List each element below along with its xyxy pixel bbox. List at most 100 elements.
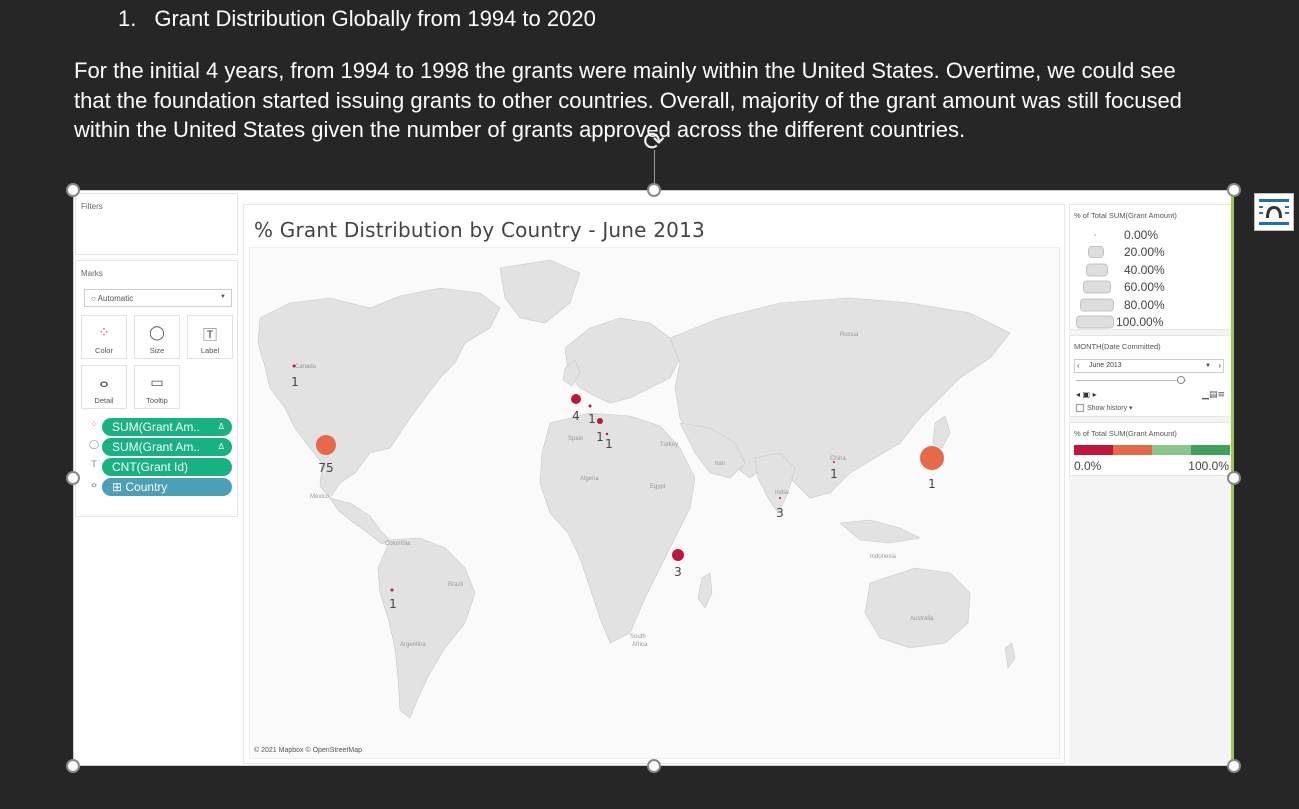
- north-america-landmass: [257, 287, 501, 499]
- chevron-down-icon[interactable]: ▼: [1205, 363, 1211, 369]
- size-legend-item[interactable]: 80.00%: [1074, 297, 1224, 313]
- pill-text: ⊞ Country: [112, 480, 168, 494]
- mark-type-dropdown[interactable]: ○ Automatic ▼: [84, 289, 232, 307]
- map-mark-kenya[interactable]: [672, 549, 684, 561]
- map-mark-united-states[interactable]: [316, 435, 336, 455]
- pill-text: SUM(Grant Am..: [112, 440, 201, 454]
- heading-text: Grant Distribution Globally from 1994 to…: [154, 6, 596, 31]
- map-mark-united-kingdom[interactable]: [571, 394, 581, 404]
- size-legend-value: 40.00%: [1124, 263, 1165, 277]
- filters-label: Filters: [81, 202, 103, 211]
- color-mark-button[interactable]: ⁘ Color: [81, 315, 127, 359]
- playback-controls[interactable]: ◂ ▣ ▸: [1076, 390, 1097, 399]
- map-label-turkey: Turkey: [660, 442, 678, 448]
- color-step: [1074, 445, 1113, 455]
- map-mark-canada[interactable]: [292, 364, 296, 368]
- chevron-down-icon: ▾: [1129, 405, 1133, 412]
- indonesia-landmass: [839, 519, 921, 544]
- resize-handle-bottom[interactable]: [647, 759, 661, 773]
- label-mark-button[interactable]: 🅃 Label: [187, 315, 233, 359]
- size-swatch: [1088, 246, 1104, 258]
- checkbox-icon[interactable]: [1076, 404, 1084, 413]
- label-pill-row: T CNT(Grant Id): [88, 458, 238, 476]
- chevron-down-icon: ▼: [220, 294, 226, 300]
- world-map-svg: Canada Russia Spain Turkey Iran China Mexico Al…: [257, 259, 1016, 719]
- map-mark-peru[interactable]: [390, 588, 394, 592]
- label-count-grant-pill[interactable]: CNT(Grant Id): [102, 458, 232, 476]
- map-label-russia: Russia: [840, 332, 859, 338]
- rotate-icon[interactable]: ⟳: [643, 127, 665, 157]
- size-legend-item[interactable]: 40.00%: [1074, 262, 1224, 278]
- filters-shelf[interactable]: Filters: [75, 193, 238, 255]
- pill-text: CNT(Grant Id): [112, 460, 189, 474]
- world-map[interactable]: Canada Russia Spain Turkey Iran China Mexico Al…: [249, 247, 1060, 759]
- month-dropdown[interactable]: ‹ June 2013 ▼ ›: [1074, 359, 1224, 373]
- size-sum-grant-pill[interactable]: SUM(Grant Am.. Δ: [102, 438, 232, 456]
- map-label-mexico: Mexico: [310, 494, 330, 500]
- map-count-label: 75: [318, 461, 333, 475]
- resize-handle-left[interactable]: [66, 471, 80, 485]
- detail-country-pill[interactable]: ⊞ Country: [102, 478, 232, 496]
- resize-handle-right[interactable]: [1227, 471, 1241, 485]
- map-label-colombia: Colombia: [385, 541, 411, 547]
- resize-handle-bottom-left[interactable]: [66, 759, 80, 773]
- japan-landmass: [932, 415, 951, 449]
- viz-title: % Grant Distribution by Country - June 2…: [254, 218, 705, 242]
- month-slider-thumb[interactable]: [1177, 376, 1185, 384]
- label-label: Label: [200, 346, 220, 355]
- color-legend-min: 0.0%: [1074, 459, 1102, 473]
- show-history-label: Show history: [1087, 405, 1128, 412]
- map-mark-netherlands[interactable]: [588, 404, 592, 408]
- mark-type-circle-icon: ○: [91, 294, 98, 303]
- map-count-label: 3: [776, 506, 784, 520]
- rotate-connector: [654, 150, 655, 190]
- size-mark-button[interactable]: ◯ Size: [134, 315, 180, 359]
- pill-text: SUM(Grant Am..: [112, 420, 201, 434]
- map-label-south_africa_2: Africa: [632, 642, 648, 648]
- detail-dots-icon: ⴰ: [99, 375, 109, 391]
- resize-handle-top-left[interactable]: [66, 183, 80, 197]
- size-legend-item[interactable]: 60.00%: [1074, 279, 1224, 295]
- size-legend-value: 80.00%: [1124, 298, 1165, 312]
- speed-controls-icon[interactable]: ▁▤≡: [1202, 390, 1225, 400]
- map-label-argentina: Argentina: [400, 642, 426, 648]
- tooltip-bubble-icon: ▭: [150, 375, 164, 391]
- tooltip-mark-button[interactable]: ▭ Tooltip: [134, 365, 180, 409]
- map-mark-switzerland[interactable]: [597, 418, 603, 424]
- detail-mark-button[interactable]: ⴰ Detail: [81, 365, 127, 409]
- color-legend-title: % of Total SUM(Grant Amount): [1074, 429, 1177, 438]
- map-label-canada: Canada: [295, 364, 317, 370]
- color-ramp[interactable]: [1074, 445, 1230, 455]
- map-worksheet: % Grant Distribution by Country - June 2…: [243, 204, 1065, 764]
- map-label-spain: Spain: [568, 436, 583, 442]
- layout-options-button[interactable]: [1254, 193, 1294, 231]
- map-label-south_africa_1: South: [630, 634, 646, 640]
- size-legend-item[interactable]: 0.00%: [1074, 227, 1224, 243]
- map-label-india: India: [775, 490, 789, 496]
- slide-heading: 1. Grant Distribution Globally from 1994 …: [118, 6, 596, 32]
- size-legend-item[interactable]: 20.00%: [1074, 244, 1224, 260]
- map-label-indonesia: Indonesia: [870, 554, 897, 560]
- resize-handle-bottom-right[interactable]: [1227, 759, 1241, 773]
- map-mark-china[interactable]: [833, 461, 835, 463]
- resize-handle-top-right[interactable]: [1227, 183, 1241, 197]
- legends-column: % of Total SUM(Grant Amount) 0.00% 20.00…: [1069, 204, 1232, 764]
- month-slider-track[interactable]: [1076, 380, 1186, 381]
- greenland-landmass: [499, 259, 581, 324]
- map-label-brazil: Brazil: [448, 582, 463, 588]
- size-pill-row: ◯ SUM(Grant Am.. Δ: [88, 438, 238, 456]
- color-pill-row: ⁘ SUM(Grant Am.. Δ: [88, 418, 238, 436]
- show-history-toggle[interactable]: Show history ▾: [1076, 404, 1133, 413]
- color-sum-grant-pill[interactable]: SUM(Grant Am.. Δ: [102, 418, 232, 436]
- map-mark-italy[interactable]: [605, 432, 609, 436]
- map-mark-india[interactable]: [779, 497, 781, 499]
- uk-landmass: [562, 359, 581, 387]
- size-legend-item[interactable]: 100.00%: [1074, 314, 1224, 330]
- chevron-right-icon[interactable]: ›: [1218, 361, 1221, 370]
- size-legend-value: 60.00%: [1124, 280, 1165, 294]
- resize-handle-top[interactable]: [647, 183, 661, 197]
- marks-label: Marks: [81, 269, 103, 278]
- chevron-left-icon[interactable]: ‹: [1077, 361, 1080, 370]
- south-america-landmass: [377, 537, 476, 719]
- map-mark-japan[interactable]: [920, 446, 944, 470]
